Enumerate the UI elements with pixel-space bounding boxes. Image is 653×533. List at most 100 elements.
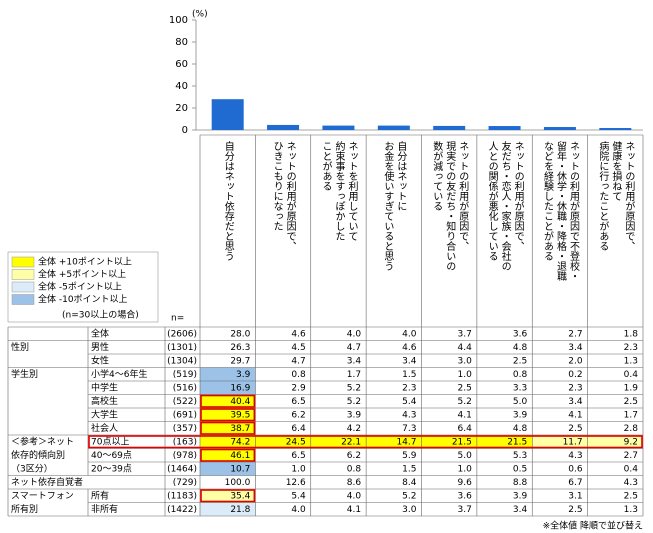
cell	[587, 327, 643, 341]
cell-value: 1.0	[458, 370, 473, 380]
row-n: (522)	[173, 397, 197, 407]
cell-value: 7.3	[402, 424, 416, 434]
cell	[310, 462, 367, 476]
cell-value: 0.8	[347, 464, 362, 474]
cell-value: 4.3	[402, 410, 416, 420]
cell	[476, 340, 533, 354]
y-tick-label: 100	[169, 15, 188, 26]
legend-swatch	[11, 294, 35, 305]
column-header: ネットを利用していて	[346, 141, 358, 241]
cell	[421, 489, 477, 503]
highlight-outline	[200, 421, 256, 435]
column-header: 数が減っている	[431, 140, 443, 211]
legend-label: 全体 +5ポイント以上	[38, 268, 126, 280]
cell	[476, 408, 533, 422]
cell	[532, 367, 588, 381]
row-label: 非所有	[91, 503, 118, 515]
cell	[421, 367, 477, 381]
cell	[532, 408, 588, 422]
n-label: n=	[171, 314, 184, 324]
cell	[200, 462, 256, 476]
column-header: 人との関係が悪化している	[486, 141, 498, 261]
cell-value: 40.4	[230, 397, 250, 407]
bar	[488, 126, 521, 130]
column-header: 留年・休学・休職・降格・退職	[554, 140, 566, 282]
cell	[476, 489, 533, 503]
cell-value: 3.6	[458, 491, 473, 501]
cell-value: 3.9	[513, 491, 528, 501]
cell-value: 1.7	[624, 410, 638, 420]
cell-value: 2.5	[568, 424, 582, 434]
column-header: 健康を損ねて	[610, 141, 622, 201]
cell	[421, 327, 477, 341]
cell-value: 24.5	[286, 437, 306, 447]
cell-value: 3.9	[347, 410, 362, 420]
cell-value: 5.2	[458, 397, 472, 407]
cell	[476, 448, 533, 462]
cell	[532, 421, 588, 435]
cell	[255, 475, 311, 489]
cell	[532, 462, 588, 476]
cell	[366, 381, 422, 395]
cell	[587, 394, 643, 408]
cell-value: 6.4	[458, 424, 473, 434]
cell	[310, 489, 367, 503]
bar	[433, 125, 466, 130]
cell	[532, 502, 588, 516]
cell-value: 6.4	[291, 424, 306, 434]
cell-value: 6.7	[568, 478, 582, 488]
cell	[366, 489, 422, 503]
cell	[587, 421, 643, 435]
column-header: 自分はネット依存だと思う	[222, 140, 234, 261]
cell	[532, 489, 588, 503]
cell-value: 2.3	[568, 383, 582, 393]
cell	[532, 381, 588, 395]
bar	[543, 127, 576, 130]
cell-value: 2.3	[402, 383, 416, 393]
cell-value: 4.6	[291, 329, 306, 339]
cell-value: 16.9	[230, 383, 250, 393]
cell	[366, 502, 422, 516]
cell	[200, 381, 256, 395]
cell-value: 1.8	[624, 329, 639, 339]
cell	[476, 394, 533, 408]
cell-value: 2.5	[513, 356, 527, 366]
cell	[366, 421, 422, 435]
cell	[255, 448, 311, 462]
row-label: 所有	[91, 489, 109, 501]
cell-value: 2.0	[568, 356, 583, 366]
cell-value: 38.7	[230, 424, 250, 434]
cell	[532, 448, 588, 462]
cell-value: 3.6	[513, 329, 528, 339]
cell-value: 100.0	[225, 478, 251, 488]
cell	[200, 340, 256, 354]
cell	[532, 327, 588, 341]
cell	[200, 448, 256, 462]
row-n: (1422)	[167, 505, 197, 515]
cell	[587, 354, 643, 368]
cell	[421, 462, 477, 476]
cell	[310, 435, 367, 449]
group-label: 学生別	[11, 368, 38, 380]
cell	[200, 327, 256, 341]
row-label: 中学生	[91, 381, 118, 393]
row-label: 大学生	[91, 408, 118, 420]
cell	[366, 354, 422, 368]
cell-value: 11.7	[563, 437, 583, 447]
row-n: (1301)	[167, 343, 197, 353]
column-header: ネットの利用が原因で、	[512, 141, 524, 251]
y-tick-label: 60	[175, 59, 188, 70]
cell	[310, 408, 367, 422]
cell	[200, 354, 256, 368]
cell	[421, 435, 477, 449]
footnote: ※全体値 降順で並び替え	[543, 520, 643, 532]
cell-value: 4.3	[624, 478, 638, 488]
cell-value: 12.6	[286, 478, 306, 488]
bar	[322, 125, 355, 130]
cell	[255, 381, 311, 395]
column-header: ひきこもりになった	[271, 141, 282, 231]
cell-value: 1.5	[402, 464, 416, 474]
cell-value: 5.2	[402, 491, 416, 501]
legend-label: 全体 -5ポイント以上	[38, 281, 122, 293]
y-tick-label: 40	[175, 81, 188, 92]
